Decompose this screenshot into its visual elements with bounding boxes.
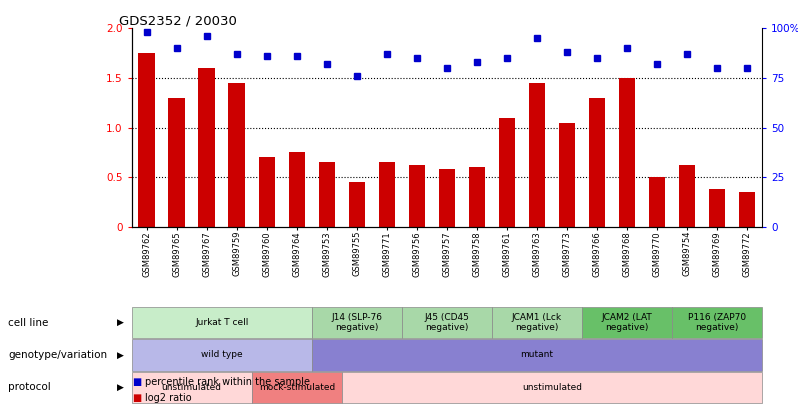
Bar xyxy=(409,165,425,227)
Text: percentile rank within the sample: percentile rank within the sample xyxy=(145,377,310,387)
Bar xyxy=(499,117,516,227)
Bar xyxy=(199,68,215,227)
Text: log2 ratio: log2 ratio xyxy=(145,393,192,403)
Bar xyxy=(739,192,756,227)
Text: protocol: protocol xyxy=(8,382,51,392)
Bar xyxy=(259,158,275,227)
Bar xyxy=(138,53,155,227)
Text: GDS2352 / 20030: GDS2352 / 20030 xyxy=(119,14,237,27)
Bar xyxy=(318,162,335,227)
Text: wild type: wild type xyxy=(201,350,243,360)
Text: cell line: cell line xyxy=(8,318,49,328)
Bar xyxy=(529,83,545,227)
Text: P116 (ZAP70
negative): P116 (ZAP70 negative) xyxy=(688,313,746,332)
Text: J45 (CD45
negative): J45 (CD45 negative) xyxy=(425,313,469,332)
Bar xyxy=(168,98,185,227)
Bar xyxy=(349,182,365,227)
Bar xyxy=(589,98,605,227)
Bar xyxy=(468,167,485,227)
Text: genotype/variation: genotype/variation xyxy=(8,350,107,360)
Bar xyxy=(439,169,455,227)
Text: mutant: mutant xyxy=(520,350,554,360)
Bar xyxy=(289,152,305,227)
Text: unstimulated: unstimulated xyxy=(162,383,222,392)
Bar xyxy=(679,165,695,227)
Text: ▶: ▶ xyxy=(117,318,124,327)
Text: J14 (SLP-76
negative): J14 (SLP-76 negative) xyxy=(331,313,382,332)
Bar xyxy=(709,189,725,227)
Text: Jurkat T cell: Jurkat T cell xyxy=(195,318,248,327)
Bar xyxy=(649,177,666,227)
Text: ▶: ▶ xyxy=(117,350,124,360)
Text: JCAM1 (Lck
negative): JCAM1 (Lck negative) xyxy=(512,313,562,332)
Bar xyxy=(228,83,245,227)
Text: ■: ■ xyxy=(132,377,141,387)
Text: unstimulated: unstimulated xyxy=(522,383,582,392)
Bar xyxy=(559,123,575,227)
Bar xyxy=(378,162,395,227)
Bar xyxy=(618,78,635,227)
Text: ▶: ▶ xyxy=(117,383,124,392)
Text: ■: ■ xyxy=(132,393,141,403)
Text: JCAM2 (LAT
negative): JCAM2 (LAT negative) xyxy=(602,313,653,332)
Text: mock-stimulated: mock-stimulated xyxy=(259,383,335,392)
